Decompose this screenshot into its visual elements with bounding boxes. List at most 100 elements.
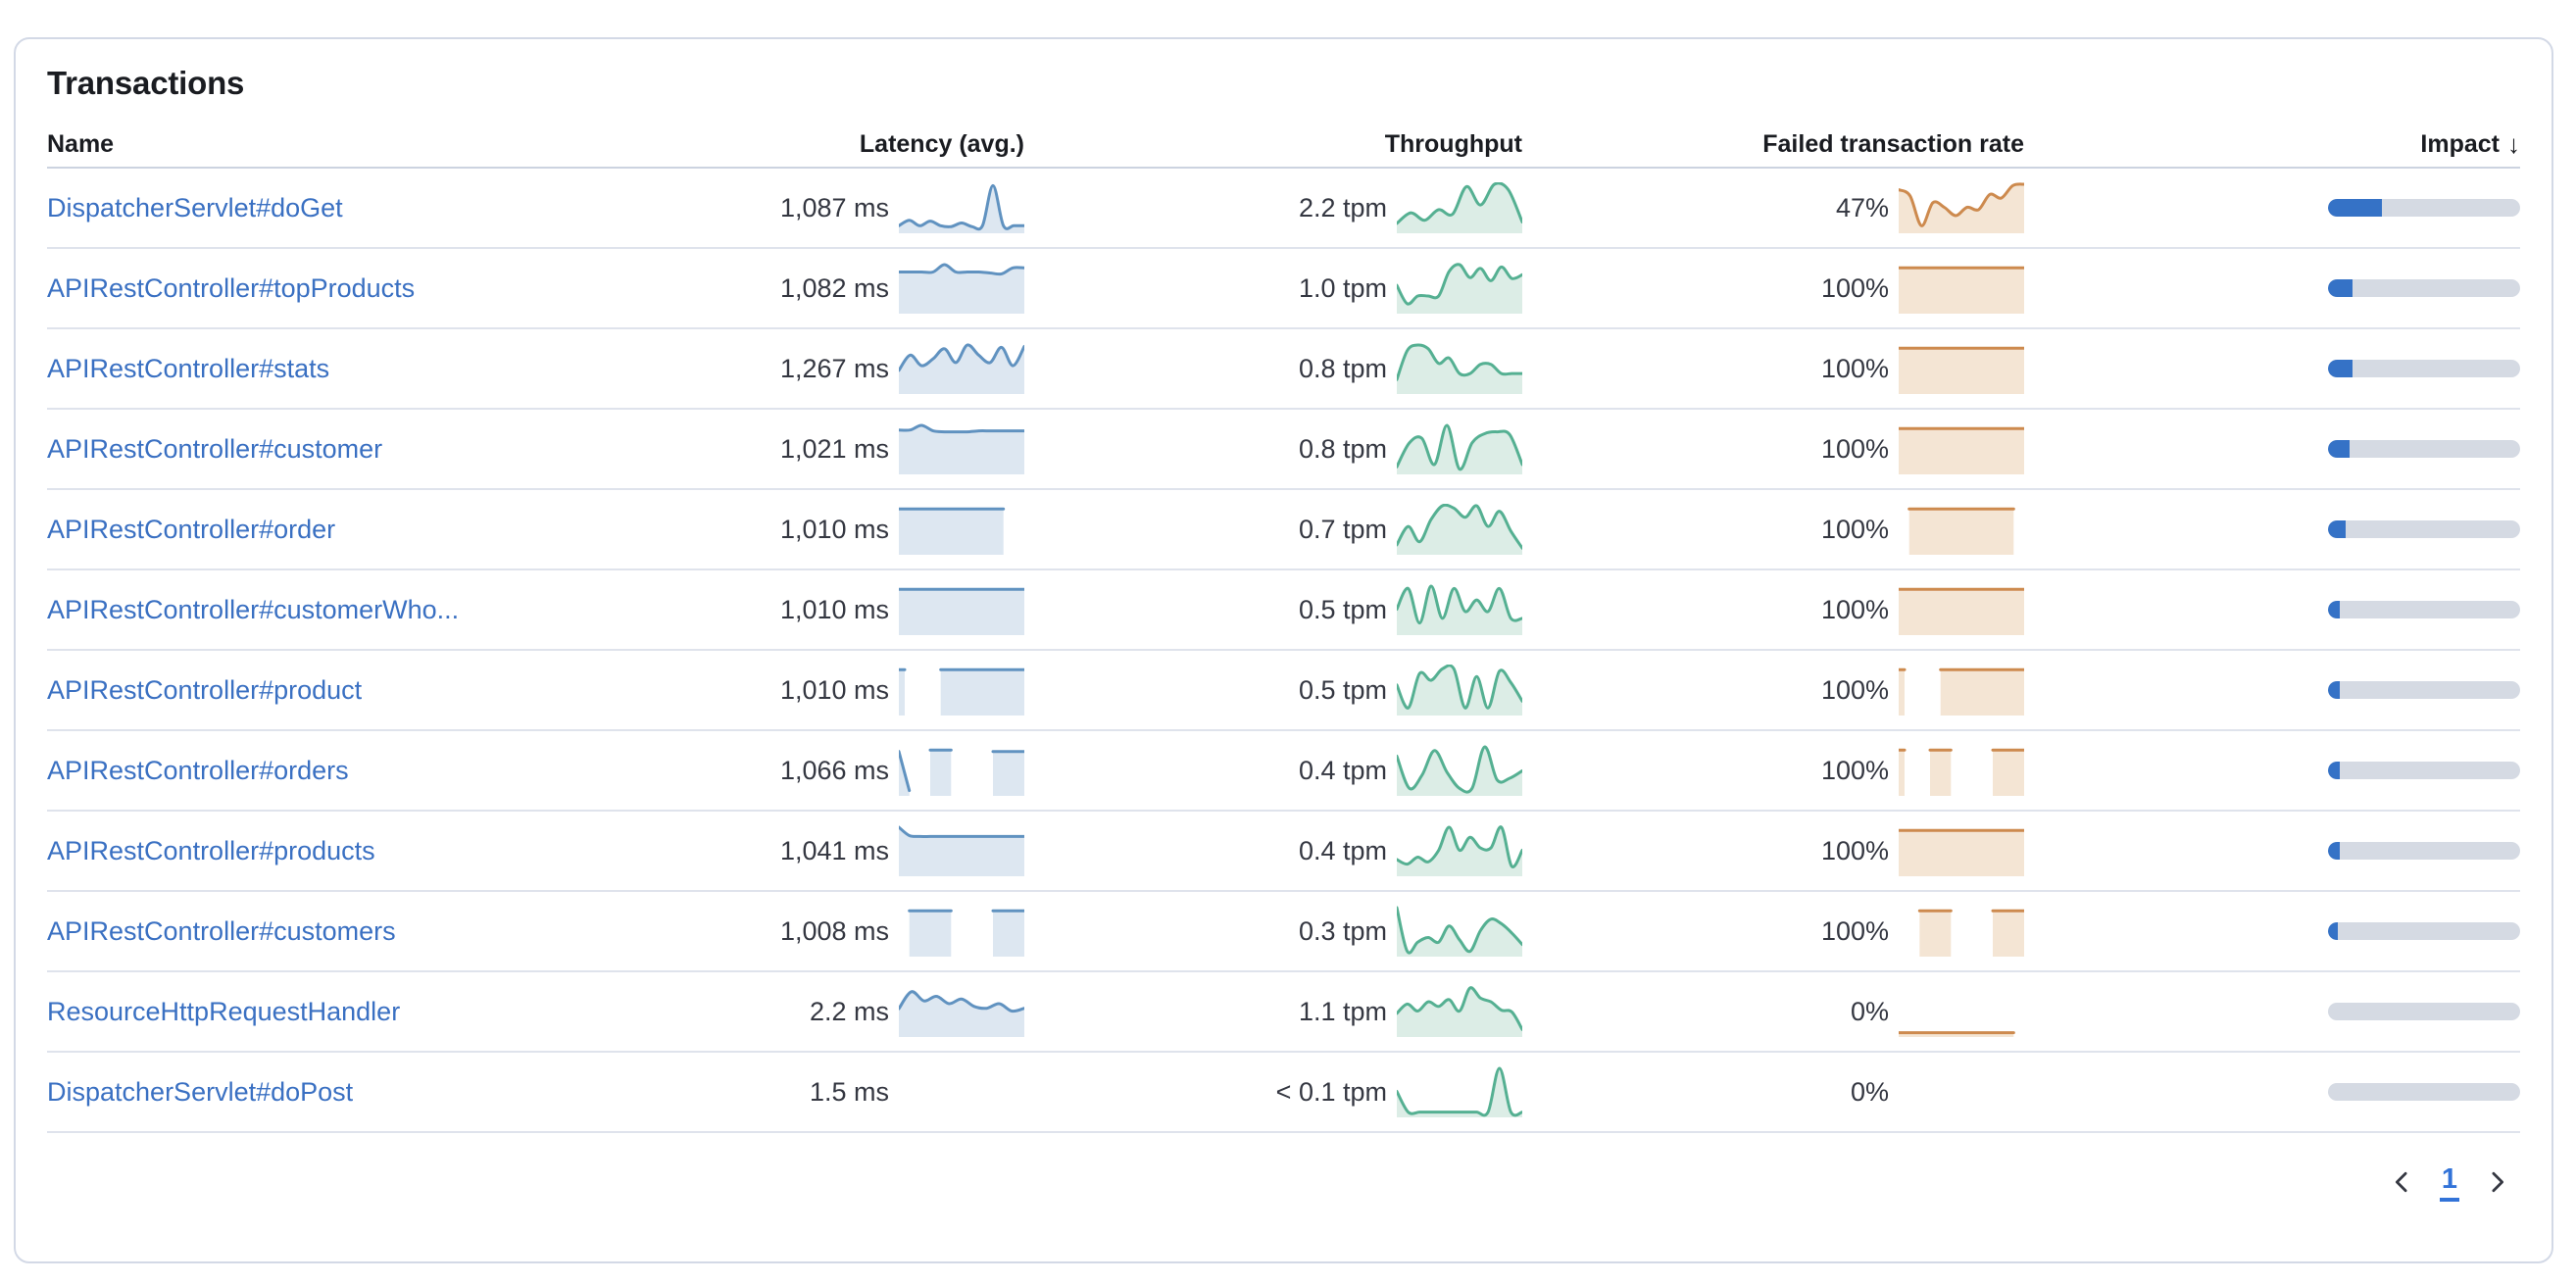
failed-rate-value: 100%: [1820, 915, 1889, 946]
chevron-right-icon: [2482, 1167, 2511, 1197]
impact-bar-fill: [2328, 762, 2340, 779]
transaction-name-link[interactable]: APIRestController#customer: [47, 433, 383, 464]
transaction-name-link[interactable]: APIRestController#stats: [47, 353, 330, 383]
header-latency[interactable]: Latency (avg.): [859, 129, 1024, 158]
failed-rate-value: 100%: [1820, 272, 1889, 303]
throughput-cell: 0.4 tpm: [1024, 825, 1522, 876]
name-cell: APIRestController#customer: [47, 434, 534, 465]
page-number-1[interactable]: 1: [2439, 1163, 2459, 1202]
previous-page-button[interactable]: [2381, 1161, 2424, 1204]
failed-rate-cell: 100%: [1522, 825, 2024, 876]
throughput-sparkline: [1397, 665, 1522, 716]
latency-value: 1.5 ms: [809, 1076, 889, 1107]
impact-cell: [2024, 1003, 2520, 1020]
table-row: APIRestController#customerWho... 1,010 m…: [47, 570, 2520, 651]
transaction-name-link[interactable]: APIRestController#customerWho...: [47, 594, 460, 624]
throughput-sparkline: [1397, 504, 1522, 555]
name-cell: APIRestController#stats: [47, 354, 534, 384]
failed-rate-sparkline: [1899, 745, 2024, 796]
throughput-cell: < 0.1 tpm: [1024, 1066, 1522, 1117]
impact-cell: [2024, 922, 2520, 940]
latency-cell: 1,010 ms: [534, 504, 1024, 555]
latency-cell: 1,010 ms: [534, 584, 1024, 635]
sort-descending-icon: ↓: [2507, 128, 2520, 159]
transaction-name-link[interactable]: DispatcherServlet#doGet: [47, 192, 343, 222]
transactions-panel: Transactions Name Latency (avg.) Through…: [14, 37, 2553, 1263]
throughput-sparkline: [1397, 906, 1522, 957]
impact-cell: [2024, 360, 2520, 377]
failed-rate-cell: 0%: [1522, 986, 2024, 1037]
impact-bar-fill: [2328, 199, 2382, 217]
throughput-value: 0.4 tpm: [1298, 835, 1387, 865]
transaction-name-link[interactable]: APIRestController#product: [47, 674, 363, 705]
failed-rate-value: 100%: [1820, 433, 1889, 464]
impact-bar-fill: [2328, 681, 2340, 699]
failed-rate-value: 100%: [1820, 594, 1889, 624]
next-page-button[interactable]: [2475, 1161, 2518, 1204]
transaction-name-link[interactable]: APIRestController#order: [47, 514, 336, 544]
transaction-name-link[interactable]: APIRestController#customers: [47, 915, 396, 946]
impact-bar: [2328, 842, 2520, 860]
failed-rate-value: 0%: [1850, 996, 1889, 1026]
transactions-table: Name Latency (avg.) Throughput Failed tr…: [47, 122, 2520, 1133]
transaction-name-link[interactable]: APIRestController#topProducts: [47, 272, 416, 303]
failed-rate-value: 100%: [1820, 674, 1889, 705]
header-throughput[interactable]: Throughput: [1384, 129, 1522, 158]
transaction-name-link[interactable]: DispatcherServlet#doPost: [47, 1076, 354, 1107]
failed-rate-cell: 100%: [1522, 745, 2024, 796]
failed-rate-cell: 100%: [1522, 423, 2024, 474]
impact-bar: [2328, 360, 2520, 377]
header-failed-rate[interactable]: Failed transaction rate: [1762, 129, 2024, 158]
impact-bar: [2328, 922, 2520, 940]
table-row: APIRestController#orders 1,066 ms 0.4 tp…: [47, 731, 2520, 812]
table-row: DispatcherServlet#doPost 1.5 ms < 0.1 tp…: [47, 1053, 2520, 1133]
impact-bar-fill: [2328, 601, 2340, 618]
failed-rate-sparkline: [1899, 504, 2024, 555]
transaction-name-link[interactable]: ResourceHttpRequestHandler: [47, 996, 401, 1026]
latency-sparkline: [899, 665, 1024, 716]
throughput-cell: 0.4 tpm: [1024, 745, 1522, 796]
throughput-value: 1.1 tpm: [1298, 996, 1387, 1026]
impact-bar: [2328, 762, 2520, 779]
transaction-name-link[interactable]: APIRestController#orders: [47, 755, 349, 785]
header-name[interactable]: Name: [47, 129, 115, 158]
throughput-cell: 0.7 tpm: [1024, 504, 1522, 555]
impact-bar-fill: [2328, 279, 2353, 297]
failed-rate-value: 47%: [1835, 192, 1889, 222]
throughput-value: 2.2 tpm: [1298, 192, 1387, 222]
latency-sparkline: [899, 343, 1024, 394]
latency-value: 1,087 ms: [779, 192, 889, 222]
latency-value: 1,008 ms: [779, 915, 889, 946]
name-cell: APIRestController#order: [47, 515, 534, 545]
latency-sparkline: [899, 584, 1024, 635]
throughput-cell: 1.1 tpm: [1024, 986, 1522, 1037]
failed-rate-sparkline: [1899, 263, 2024, 314]
throughput-sparkline: [1397, 343, 1522, 394]
transaction-name-link[interactable]: APIRestController#products: [47, 835, 375, 865]
failed-rate-cell: 100%: [1522, 906, 2024, 957]
impact-cell: [2024, 681, 2520, 699]
failed-rate-cell: 100%: [1522, 584, 2024, 635]
impact-cell: [2024, 199, 2520, 217]
header-impact[interactable]: Impact ↓: [2420, 128, 2520, 159]
failed-rate-value: 0%: [1850, 1076, 1889, 1107]
impact-bar: [2328, 601, 2520, 618]
throughput-cell: 0.8 tpm: [1024, 423, 1522, 474]
chevron-left-icon: [2388, 1167, 2417, 1197]
name-cell: DispatcherServlet#doPost: [47, 1077, 534, 1108]
failed-rate-sparkline: [1899, 665, 2024, 716]
impact-cell: [2024, 601, 2520, 618]
latency-sparkline: [899, 986, 1024, 1037]
throughput-cell: 0.3 tpm: [1024, 906, 1522, 957]
latency-sparkline: [899, 263, 1024, 314]
latency-cell: 1.5 ms: [534, 1066, 1024, 1117]
failed-rate-sparkline: [1899, 423, 2024, 474]
latency-cell: 1,041 ms: [534, 825, 1024, 876]
throughput-value: < 0.1 tpm: [1275, 1076, 1387, 1107]
failed-rate-cell: 100%: [1522, 665, 2024, 716]
table-row: APIRestController#order 1,010 ms 0.7 tpm…: [47, 490, 2520, 570]
failed-rate-cell: 100%: [1522, 263, 2024, 314]
throughput-value: 0.7 tpm: [1298, 514, 1387, 544]
failed-rate-value: 100%: [1820, 755, 1889, 785]
impact-bar: [2328, 681, 2520, 699]
